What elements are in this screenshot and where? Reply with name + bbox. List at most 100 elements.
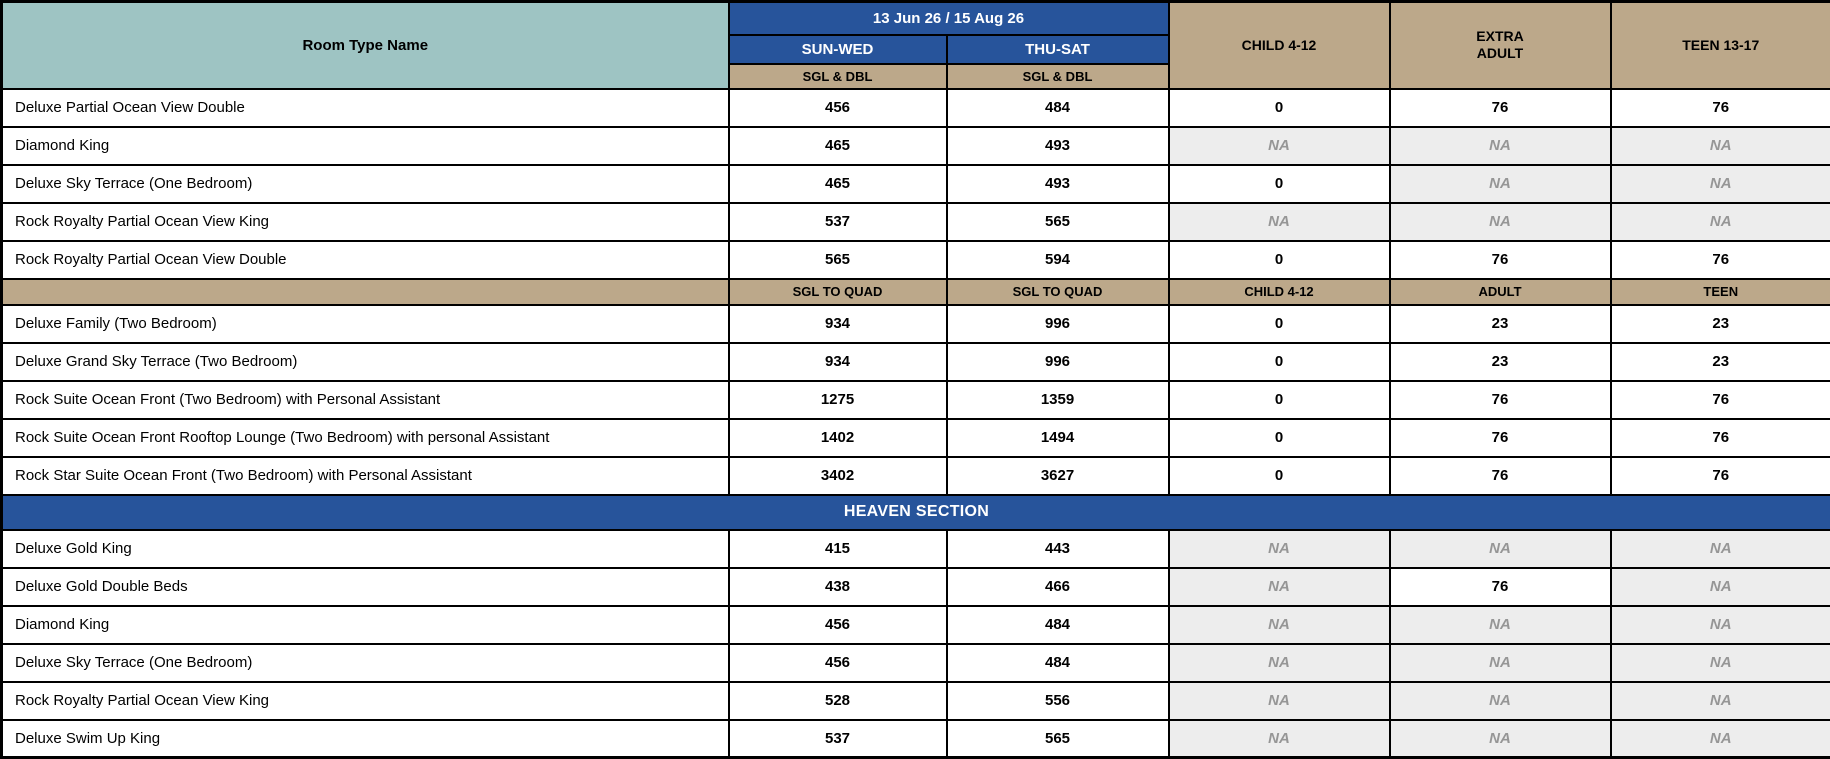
table-row: Rock Star Suite Ocean Front (Two Bedroom… (2, 457, 1830, 495)
na-cell: NA (1169, 203, 1390, 241)
rate-cell: 456 (729, 89, 947, 127)
table-row: Rock Suite Ocean Front Rooftop Lounge (T… (2, 419, 1830, 457)
na-cell: NA (1169, 127, 1390, 165)
rate-cell: 1402 (729, 419, 947, 457)
na-cell: NA (1611, 530, 1830, 568)
sgl-dbl-header-2: SGL & DBL (947, 64, 1169, 89)
rate-cell: 23 (1611, 343, 1830, 381)
subheader-empty-cell (2, 279, 729, 305)
na-cell: NA (1611, 165, 1830, 203)
rate-cell: 456 (729, 606, 947, 644)
subheader-cell: SGL TO QUAD (729, 279, 947, 305)
room-type-cell: Deluxe Swim Up King (2, 720, 729, 758)
rate-cell: 1494 (947, 419, 1169, 457)
rate-cell: 76 (1611, 457, 1830, 495)
rate-cell: 484 (947, 89, 1169, 127)
rate-cell: 76 (1611, 89, 1830, 127)
na-cell: NA (1390, 682, 1611, 720)
rate-cell: 565 (729, 241, 947, 279)
room-type-cell: Diamond King (2, 127, 729, 165)
na-cell: NA (1169, 606, 1390, 644)
rate-cell: 465 (729, 127, 947, 165)
room-type-cell: Deluxe Sky Terrace (One Bedroom) (2, 644, 729, 682)
rate-cell: 934 (729, 305, 947, 343)
rate-cell: 3627 (947, 457, 1169, 495)
room-type-cell: Rock Royalty Partial Ocean View King (2, 203, 729, 241)
rate-table-header: Room Type Name 13 Jun 26 / 15 Aug 26 CHI… (2, 2, 1830, 89)
room-type-cell: Diamond King (2, 606, 729, 644)
room-type-header: Room Type Name (2, 2, 729, 89)
rate-cell: 1359 (947, 381, 1169, 419)
na-cell: NA (1611, 127, 1830, 165)
na-cell: NA (1169, 644, 1390, 682)
rate-cell: 565 (947, 203, 1169, 241)
rate-cell: 76 (1611, 419, 1830, 457)
rate-cell: 0 (1169, 419, 1390, 457)
sgl-dbl-header-1: SGL & DBL (729, 64, 947, 89)
section-row: HEAVEN SECTION (2, 495, 1830, 530)
rate-cell: 438 (729, 568, 947, 606)
rate-cell: 1275 (729, 381, 947, 419)
na-cell: NA (1169, 530, 1390, 568)
na-cell: NA (1390, 720, 1611, 758)
room-type-cell: Rock Suite Ocean Front Rooftop Lounge (T… (2, 419, 729, 457)
subheader-cell: CHILD 4-12 (1169, 279, 1390, 305)
room-type-cell: Deluxe Partial Ocean View Double (2, 89, 729, 127)
rate-cell: 76 (1390, 241, 1611, 279)
rate-cell: 0 (1169, 305, 1390, 343)
na-cell: NA (1390, 165, 1611, 203)
rate-cell: 76 (1611, 381, 1830, 419)
na-cell: NA (1611, 568, 1830, 606)
na-cell: NA (1390, 530, 1611, 568)
sun-wed-header: SUN-WED (729, 35, 947, 64)
extra-adult-col-header: EXTRA ADULT (1390, 2, 1611, 89)
rate-cell: 3402 (729, 457, 947, 495)
rate-cell: 76 (1390, 457, 1611, 495)
rate-cell: 443 (947, 530, 1169, 568)
rate-cell: 565 (947, 720, 1169, 758)
section-title: HEAVEN SECTION (2, 495, 1830, 530)
rate-cell: 23 (1390, 343, 1611, 381)
teen-col-header: TEEN 13-17 (1611, 2, 1830, 89)
na-cell: NA (1611, 682, 1830, 720)
na-cell: NA (1169, 720, 1390, 758)
room-type-cell: Rock Suite Ocean Front (Two Bedroom) wit… (2, 381, 729, 419)
room-type-cell: Rock Royalty Partial Ocean View King (2, 682, 729, 720)
subheader-cell: SGL TO QUAD (947, 279, 1169, 305)
na-cell: NA (1169, 568, 1390, 606)
na-cell: NA (1611, 720, 1830, 758)
rate-cell: 76 (1390, 568, 1611, 606)
na-cell: NA (1390, 127, 1611, 165)
na-cell: NA (1169, 682, 1390, 720)
rate-cell: 456 (729, 644, 947, 682)
rate-cell: 537 (729, 203, 947, 241)
na-cell: NA (1611, 606, 1830, 644)
room-type-cell: Deluxe Gold Double Beds (2, 568, 729, 606)
table-row: Rock Suite Ocean Front (Two Bedroom) wit… (2, 381, 1830, 419)
rate-cell: 415 (729, 530, 947, 568)
rate-cell: 934 (729, 343, 947, 381)
na-cell: NA (1611, 644, 1830, 682)
rate-cell: 0 (1169, 241, 1390, 279)
rate-cell: 528 (729, 682, 947, 720)
rate-cell: 76 (1611, 241, 1830, 279)
rate-cell: 23 (1611, 305, 1830, 343)
rate-cell: 465 (729, 165, 947, 203)
rate-cell: 23 (1390, 305, 1611, 343)
rate-cell: 493 (947, 165, 1169, 203)
rate-cell: 466 (947, 568, 1169, 606)
rate-cell: 76 (1390, 419, 1611, 457)
room-type-cell: Deluxe Gold King (2, 530, 729, 568)
subheader-cell: TEEN (1611, 279, 1830, 305)
